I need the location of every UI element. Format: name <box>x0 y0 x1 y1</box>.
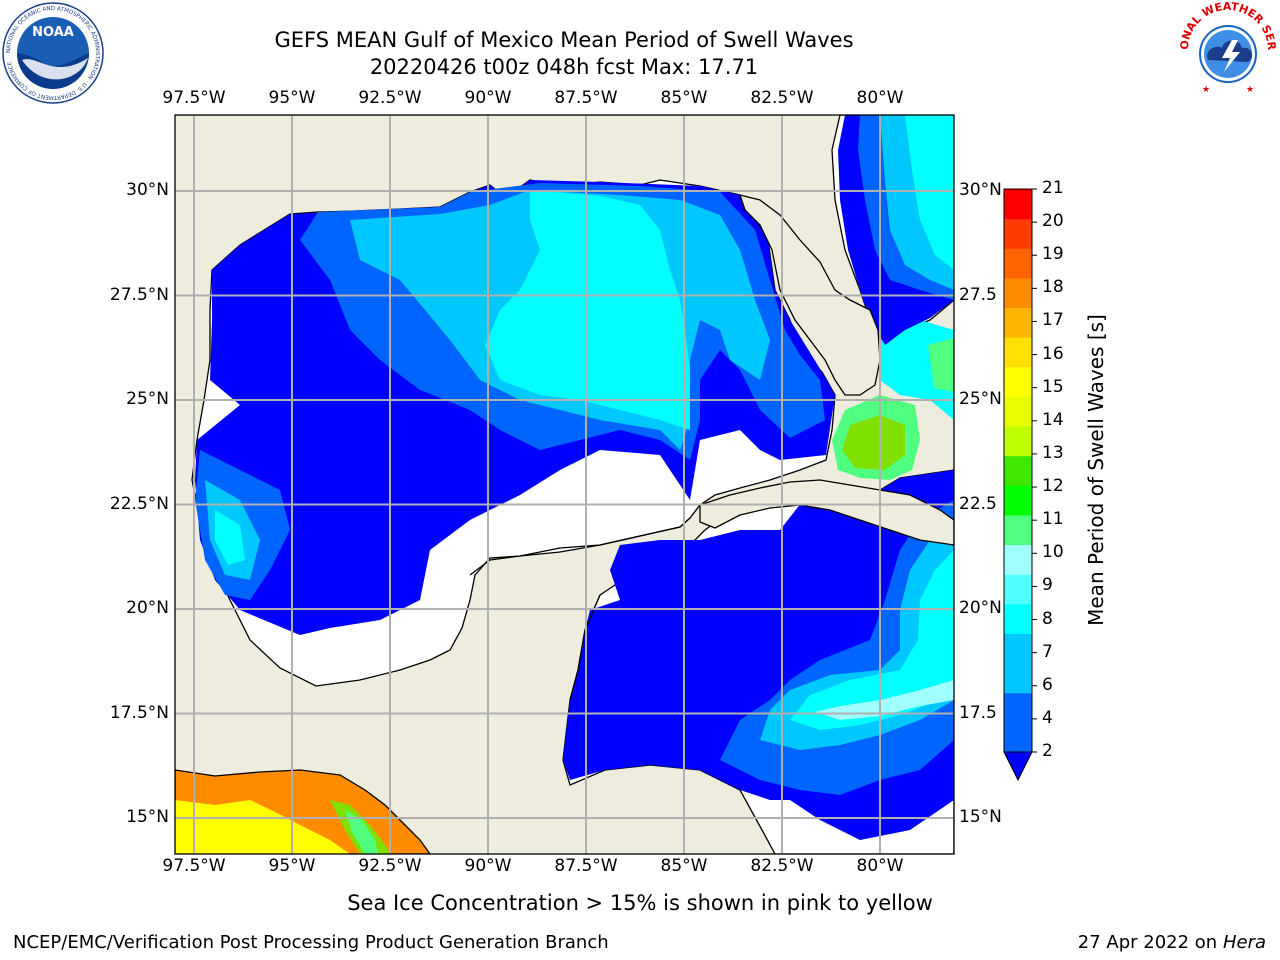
colorbar-tick-label: 12 <box>1042 476 1064 497</box>
lat-label-right: 27.5 <box>959 284 997 305</box>
colorbar-tick-label: 2 <box>1042 741 1053 761</box>
colorbar-bin <box>1004 248 1032 279</box>
lon-label-top: 85°W <box>660 88 708 108</box>
noaa-logo: NATIONAL OCEANIC AND ATMOSPHERIC ADMINIS… <box>2 2 104 104</box>
colorbar-tick-label: 11 <box>1042 509 1064 530</box>
carib-swell-8-9 <box>815 680 954 720</box>
cuba-outline <box>699 479 954 546</box>
colorbar-label: Mean Period of Swell Waves [s] <box>1084 314 1108 626</box>
lon-label-bottom: 97.5°W <box>162 856 226 876</box>
lon-label-top: 95°W <box>268 88 316 108</box>
colorbar-tick-label: 20 <box>1042 211 1064 232</box>
yucatan-coast <box>469 517 691 701</box>
lon-label-bottom: 82.5°W <box>750 856 814 876</box>
lat-label-left: 30°N <box>126 180 169 200</box>
sea-ice-note: Sea Ice Concentration > 15% is shown in … <box>347 891 933 915</box>
lat-label-left: 15°N <box>126 807 169 827</box>
lon-label-top: 90°W <box>464 88 512 108</box>
straits-swell-11-13 <box>842 415 905 470</box>
lon-label-bottom: 80°W <box>856 856 904 876</box>
lat-label-left: 25°N <box>126 389 169 409</box>
lon-label-bottom: 92.5°W <box>358 856 422 876</box>
lon-label-top: 82.5°W <box>750 88 814 108</box>
colorbar-tick-label: 6 <box>1042 674 1053 695</box>
colorbar-bin <box>1004 277 1032 309</box>
lon-label-bottom: 95°W <box>268 856 316 876</box>
colorbar-tick-label: 15 <box>1042 376 1064 397</box>
atlantic-swell-6-8 <box>905 115 954 270</box>
lon-label-bottom: 85°W <box>660 856 708 876</box>
pacific-swell-13-16 <box>175 800 350 854</box>
colorbar-bin <box>1004 574 1032 605</box>
colorbar-bin <box>1004 426 1032 457</box>
lon-label-top: 87.5°W <box>554 88 618 108</box>
colorbar-tick-label: 18 <box>1042 277 1064 298</box>
colorbar-tick-label: 4 <box>1042 707 1053 728</box>
colorbar-tick-label: 17 <box>1042 310 1064 331</box>
colorbar-tick-label: 7 <box>1042 641 1053 662</box>
svg-text:★: ★ <box>1202 85 1210 95</box>
bahamas-swell-9-11 <box>928 338 954 392</box>
colorbar-tick-label: 13 <box>1042 442 1064 463</box>
footer-credit: NCEP/EMC/Verification Post Processing Pr… <box>13 932 609 953</box>
footer-date-text: 27 Apr 2022 on <box>1077 932 1223 953</box>
colorbar-tick-label: 9 <box>1042 575 1053 596</box>
colorbar-under-extension <box>1003 751 1033 782</box>
graticule <box>175 115 954 854</box>
colorbar-bin <box>1004 544 1032 575</box>
colorbar-frame <box>1003 188 1033 753</box>
colorbar-bin <box>1004 603 1032 634</box>
lat-label-right: 30°N <box>959 180 1002 200</box>
colorbar-tick-label: 14 <box>1042 409 1064 430</box>
lat-label-right: 15°N <box>959 807 1002 827</box>
lat-label-right: 25°N <box>959 389 1002 409</box>
lon-label-bottom: 87.5°W <box>554 856 618 876</box>
lat-label-left: 22.5°N <box>109 493 169 514</box>
colorbar-bin <box>1004 307 1032 338</box>
map-title-line2: 20220426 t00z 048h fcst Max: 17.71 <box>369 55 759 79</box>
colorbar-bin <box>1004 485 1032 516</box>
colorbar-bin <box>1004 514 1032 546</box>
colorbar-bin <box>1004 455 1032 486</box>
map-frame <box>174 114 955 855</box>
lon-label-top: 97.5°W <box>162 88 226 108</box>
colorbar-bin <box>1004 218 1032 249</box>
lon-label-bottom: 90°W <box>464 856 512 876</box>
colorbar-bin <box>1004 366 1032 397</box>
svg-text:NOAA: NOAA <box>32 25 74 40</box>
footer-date: 27 Apr 2022 on Hera <box>1078 932 1266 953</box>
colorbar-tick-label: 19 <box>1042 244 1064 265</box>
lon-label-top: 80°W <box>856 88 904 108</box>
colorbar-tick-label: 16 <box>1042 343 1064 364</box>
lat-label-left: 27.5°N <box>109 284 169 305</box>
lon-label-top: 92.5°W <box>358 88 422 108</box>
nws-logo: NATIONAL WEATHER SERVICE ★ ★ <box>1173 0 1278 100</box>
colorbar-tick-label: 21 <box>1042 178 1064 198</box>
colorbar-bin <box>1004 692 1032 753</box>
lat-label-right: 20°N <box>959 598 1002 618</box>
gulf-swell-6-8-west <box>215 510 245 565</box>
pacific-swell-9-11 <box>345 810 378 854</box>
colorbar-bin <box>1004 189 1032 220</box>
lat-label-left: 20°N <box>126 598 169 618</box>
colorbar-bin <box>1004 337 1032 368</box>
lat-label-right: 17.5 <box>959 702 997 723</box>
colorbar-tick-label: 8 <box>1042 608 1053 629</box>
colorbar-bin <box>1004 633 1032 694</box>
map-title-line1: GEFS MEAN Gulf of Mexico Mean Period of … <box>274 28 854 52</box>
lat-label-left: 17.5°N <box>109 702 169 723</box>
colorbar-tick-label: 10 <box>1042 542 1064 563</box>
svg-text:★: ★ <box>1246 85 1254 95</box>
lat-label-right: 22.5 <box>959 493 997 514</box>
carib-swell-6-8 <box>790 550 954 730</box>
colorbar-bin <box>1004 396 1032 427</box>
footer-host: Hera <box>1222 932 1266 953</box>
gulf-swell-6-8 <box>485 190 690 430</box>
